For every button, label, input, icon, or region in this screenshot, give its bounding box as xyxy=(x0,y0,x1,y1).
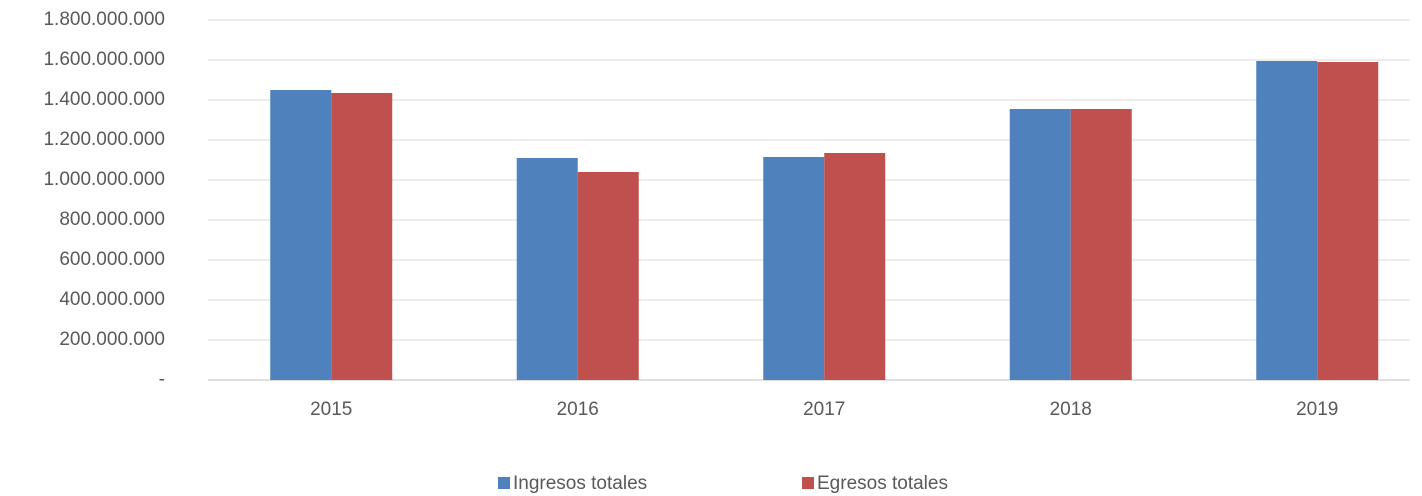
y-tick-label: 800.000.000 xyxy=(59,209,165,230)
bar xyxy=(1256,61,1318,380)
y-tick-label: 200.000.000 xyxy=(59,329,165,350)
y-tick-label: 1.800.000.000 xyxy=(43,9,165,30)
legend-label: Ingresos totales xyxy=(513,473,647,494)
y-tick-label: 600.000.000 xyxy=(59,249,165,270)
x-tick-label: 2018 xyxy=(1050,399,1092,420)
y-tick-label: 1.200.000.000 xyxy=(43,129,165,150)
y-tick-label: 1.400.000.000 xyxy=(43,89,165,110)
y-tick-label: - xyxy=(159,369,165,390)
bar xyxy=(577,172,639,380)
bar xyxy=(270,90,332,380)
bar xyxy=(1317,62,1379,380)
legend-swatch xyxy=(802,477,814,489)
legend-swatch xyxy=(498,477,510,489)
y-tick-label: 400.000.000 xyxy=(59,289,165,310)
bar xyxy=(1009,109,1071,380)
bar xyxy=(824,153,886,380)
legend-label: Egresos totales xyxy=(817,473,948,494)
bar xyxy=(516,158,578,380)
bar xyxy=(1070,109,1132,380)
x-tick-label: 2019 xyxy=(1296,399,1338,420)
x-tick-label: 2016 xyxy=(557,399,599,420)
bar xyxy=(331,93,393,380)
y-tick-label: 1.000.000.000 xyxy=(43,169,165,190)
y-tick-label: 1.600.000.000 xyxy=(43,49,165,70)
x-tick-label: 2017 xyxy=(803,399,845,420)
x-tick-label: 2015 xyxy=(310,399,352,420)
bar xyxy=(763,157,825,380)
